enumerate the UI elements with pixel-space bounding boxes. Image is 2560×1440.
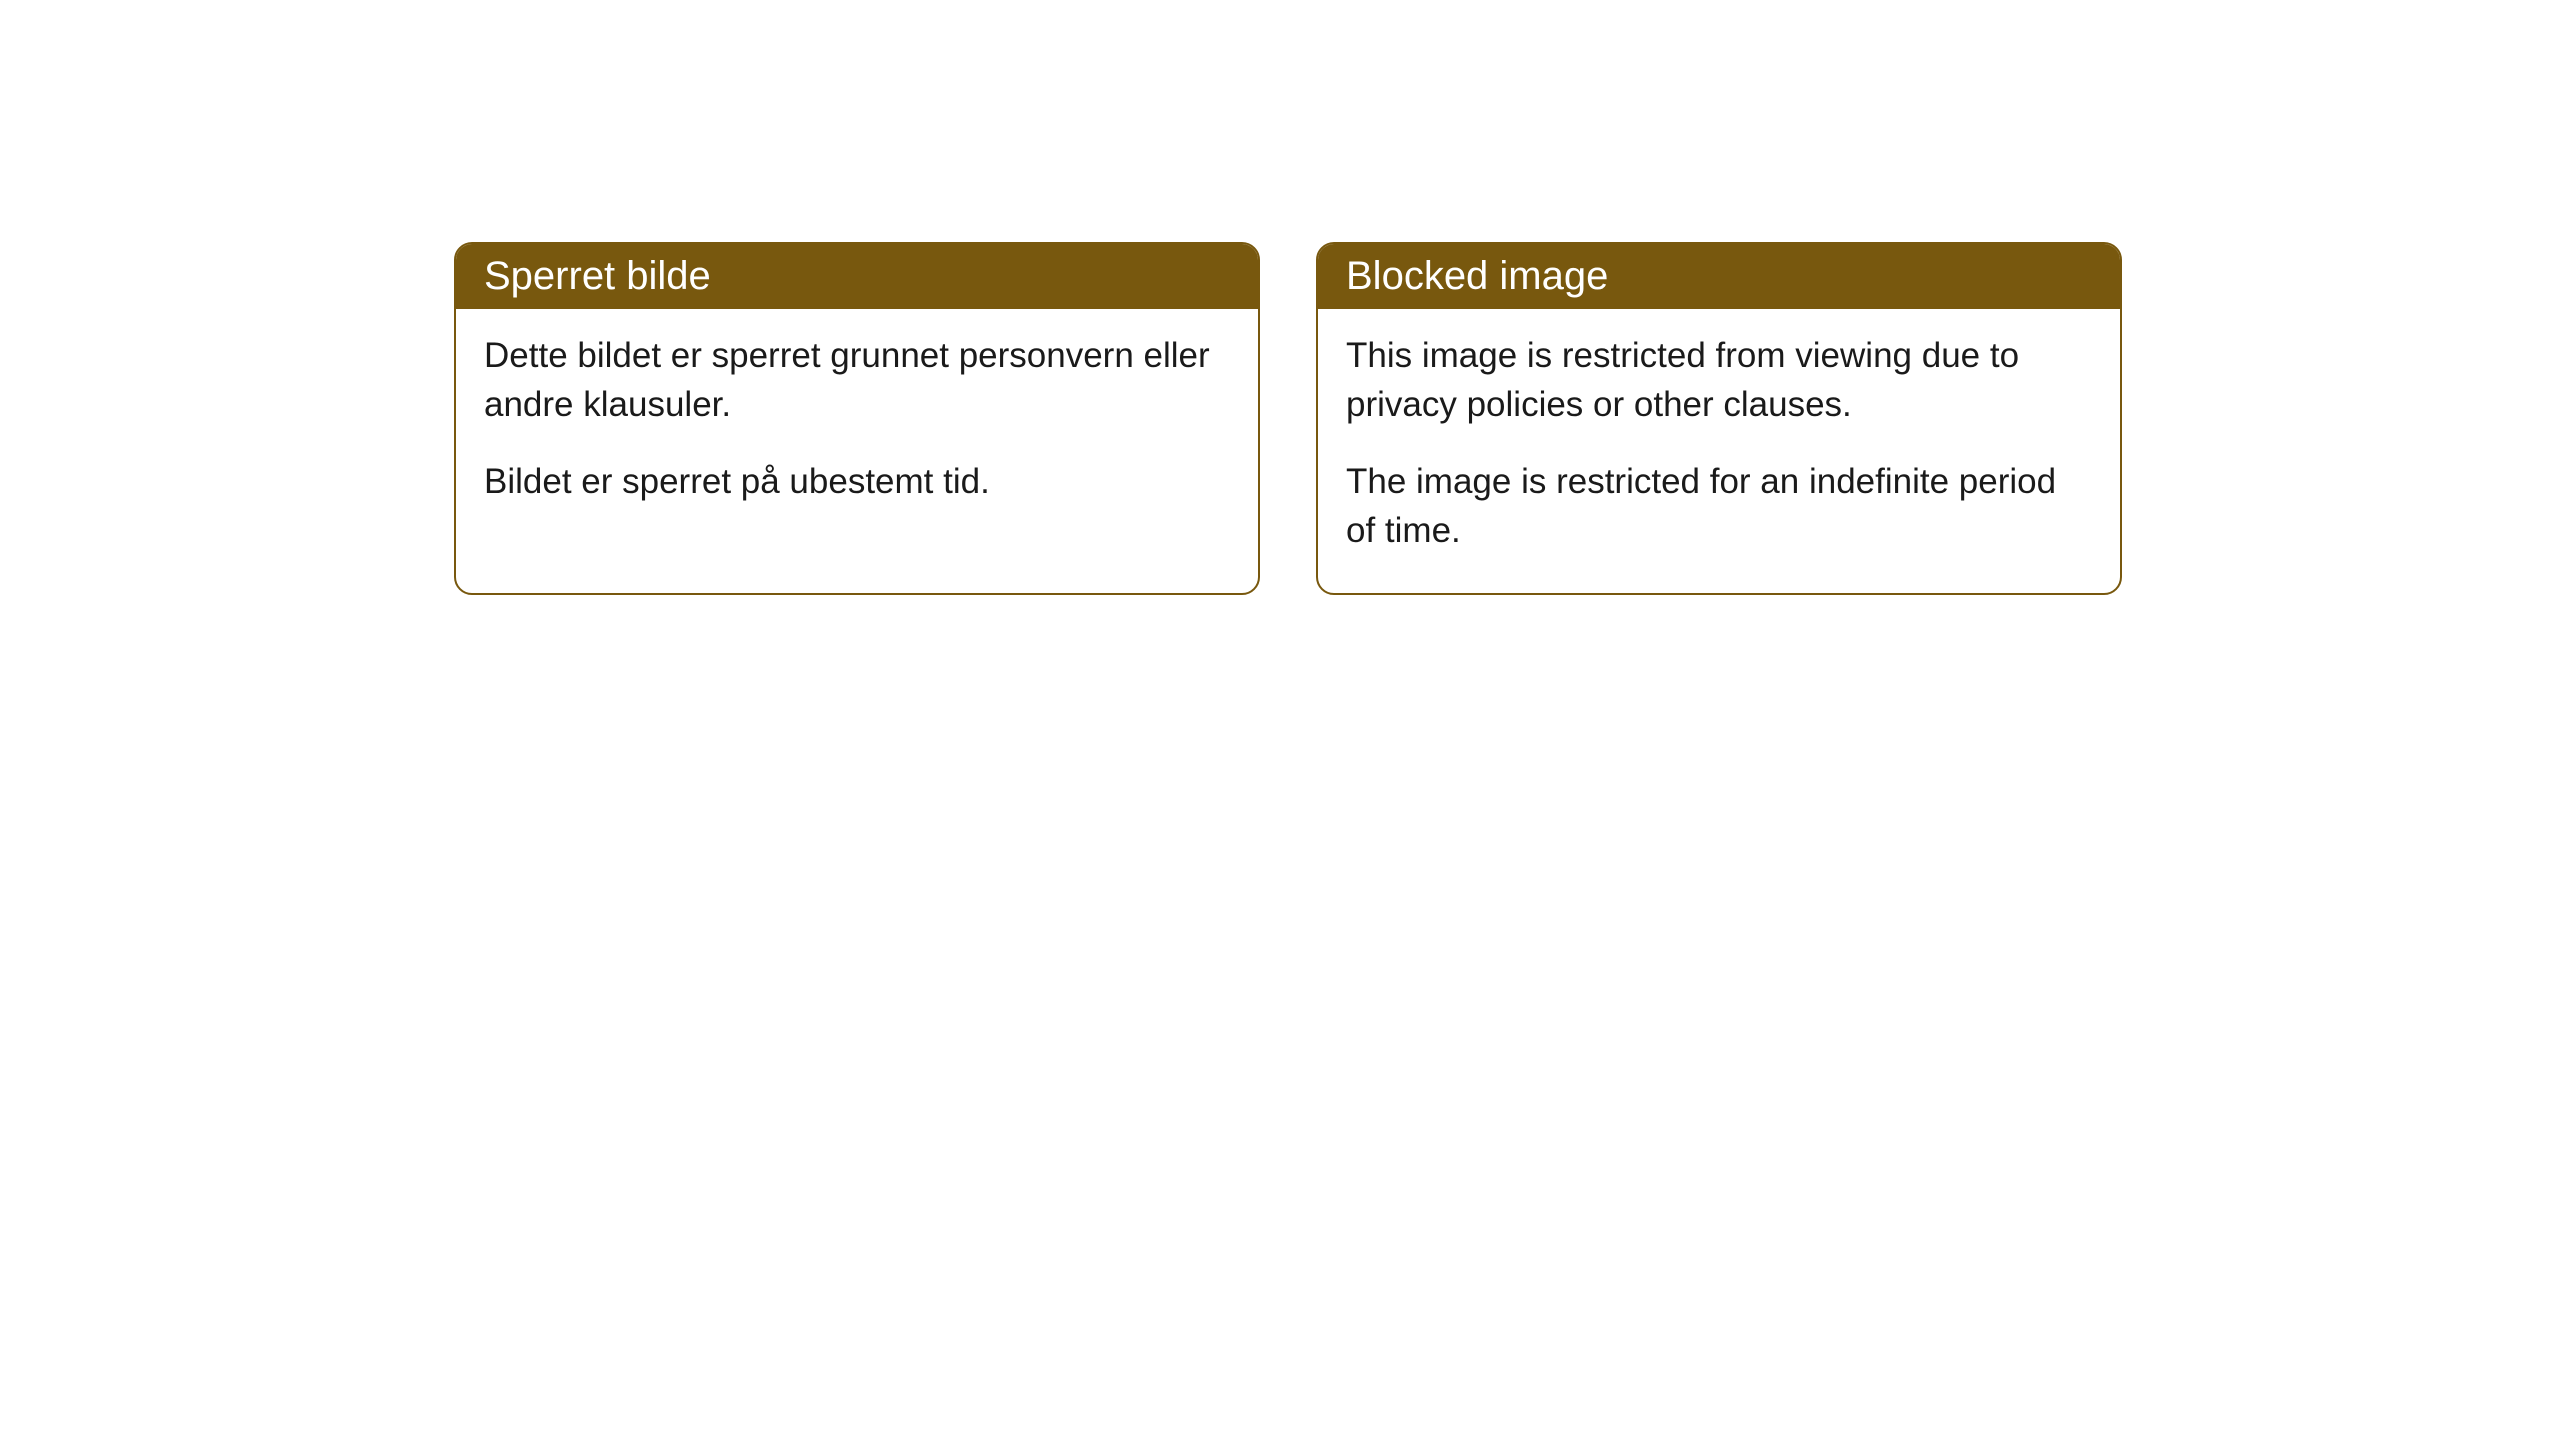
- card-body: Dette bildet er sperret grunnet personve…: [456, 309, 1258, 544]
- card-header: Blocked image: [1318, 244, 2120, 309]
- card-body: This image is restricted from viewing du…: [1318, 309, 2120, 593]
- card-paragraph: This image is restricted from viewing du…: [1346, 331, 2092, 429]
- card-title: Sperret bilde: [484, 254, 711, 298]
- notice-card-norwegian: Sperret bilde Dette bildet er sperret gr…: [454, 242, 1260, 595]
- card-paragraph: Bildet er sperret på ubestemt tid.: [484, 457, 1230, 506]
- card-paragraph: Dette bildet er sperret grunnet personve…: [484, 331, 1230, 429]
- notice-cards-container: Sperret bilde Dette bildet er sperret gr…: [454, 242, 2122, 595]
- card-paragraph: The image is restricted for an indefinit…: [1346, 457, 2092, 555]
- card-title: Blocked image: [1346, 254, 1608, 298]
- card-header: Sperret bilde: [456, 244, 1258, 309]
- notice-card-english: Blocked image This image is restricted f…: [1316, 242, 2122, 595]
